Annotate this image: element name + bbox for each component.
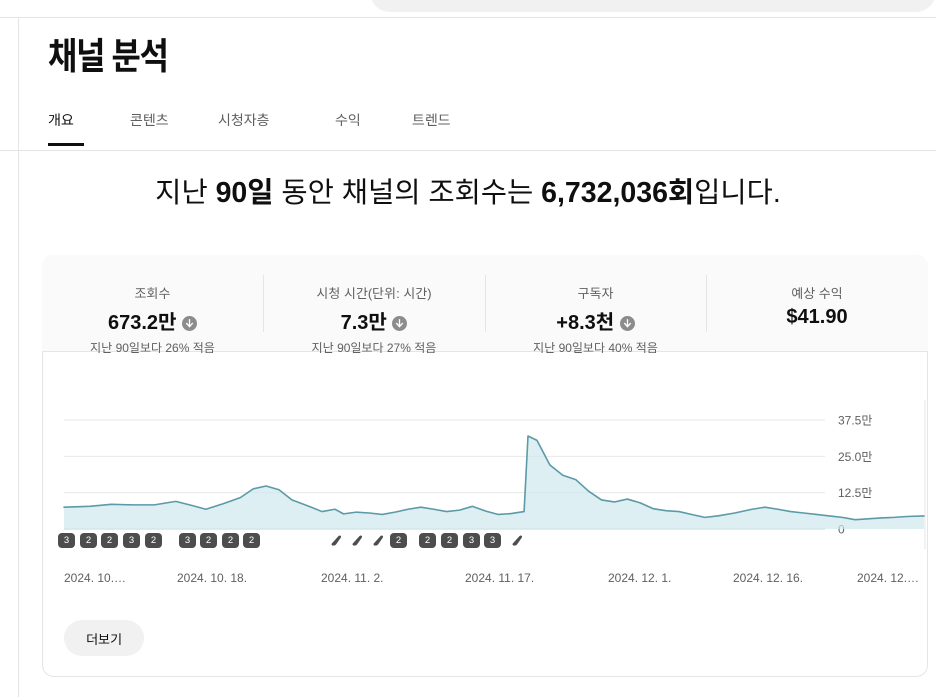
svg-text:12.5만: 12.5만 [838,486,872,500]
svg-text:37.5만: 37.5만 [838,414,872,428]
svg-text:25.0만: 25.0만 [838,450,872,464]
